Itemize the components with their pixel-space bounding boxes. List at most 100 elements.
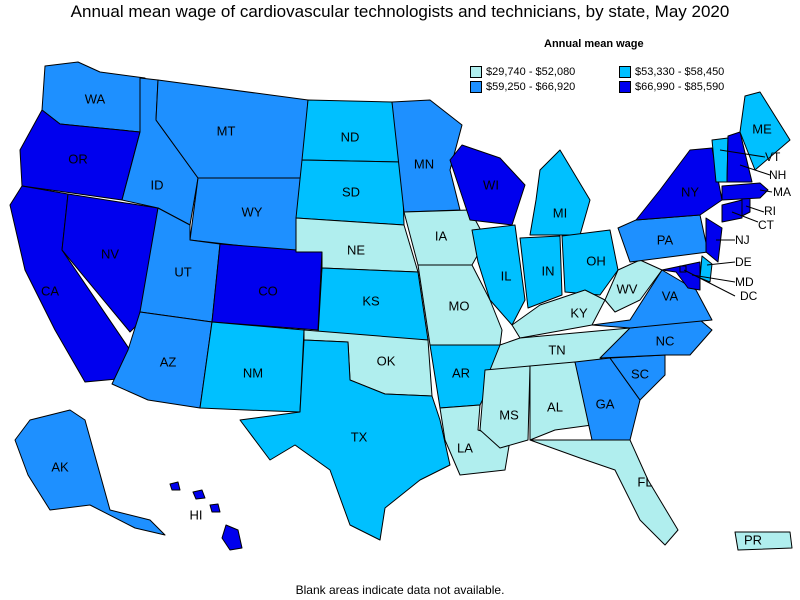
state-label-pa: PA [657,232,674,247]
legend-label: $59,250 - $66,920 [486,81,576,93]
state-va[interactable] [591,269,713,329]
state-label-nj: NJ [735,233,750,247]
state-label-de: DE [735,255,752,269]
state-hi-islands[interactable] [169,481,221,513]
legend-label: $53,330 - $58,450 [635,66,725,78]
state-nh[interactable] [726,131,753,183]
state-label-me: ME [752,121,772,136]
legend-swatch [619,66,631,78]
legend-label: $66,990 - $85,590 [635,81,725,93]
state-label-nv: NV [101,246,119,261]
state-label-nh: NH [769,168,786,182]
state-label-ga: GA [596,396,615,411]
state-label-ut: UT [174,264,191,279]
state-label-nc: NC [656,333,675,348]
state-label-md: MD [735,275,754,289]
state-label-sc: SC [631,366,649,381]
state-pr[interactable] [734,531,793,551]
state-in[interactable] [519,235,563,309]
state-me[interactable] [739,91,791,171]
state-label-ky: KY [570,305,588,320]
state-label-ms: MS [499,407,519,422]
leader-md [691,274,736,283]
state-fl[interactable] [529,439,679,546]
leader-ct [731,211,759,223]
state-ms[interactable] [479,365,531,449]
state-mi[interactable] [529,149,591,236]
legend-swatch [619,81,631,93]
legend-item-bin-1: $29,740 - $52,080 [470,66,575,78]
state-label-tn: TN [548,342,565,357]
state-label-oh: OH [586,253,606,268]
leader-vt [719,149,766,158]
leader-ma [759,189,773,193]
state-label-wy: WY [242,204,263,219]
state-pa[interactable] [617,214,709,263]
state-label-pr: PR [744,532,762,547]
state-ky[interactable] [511,289,606,339]
state-label-in: IN [542,263,555,278]
page-title: Annual mean wage of cardiovascular techn… [70,2,730,21]
state-label-vt: VT [765,150,781,164]
state-label-mo: MO [449,298,470,313]
legend-item-bin-4: $66,990 - $85,590 [619,81,724,93]
state-label-il: IL [501,268,512,283]
state-label-ok: OK [377,353,396,368]
state-label-ca: CA [41,283,59,298]
leader-nh [739,164,771,176]
state-ak[interactable] [14,409,166,536]
state-md[interactable] [661,261,701,291]
state-label-or: OR [68,151,88,166]
state-label-ri: RI [764,204,776,218]
state-label-ks: KS [362,293,380,308]
state-ga[interactable] [574,357,641,441]
state-oh[interactable] [561,229,619,296]
state-ct[interactable] [721,199,743,223]
state-label-wa: WA [85,91,106,106]
state-nj[interactable] [705,217,723,263]
state-ny[interactable] [635,147,723,221]
state-label-tx: TX [351,429,368,444]
state-label-wi: WI [483,177,499,192]
state-al[interactable] [529,361,593,441]
leader-de [706,261,736,266]
state-nm[interactable] [199,321,305,413]
state-label-ar: AR [452,365,470,380]
state-label-id: ID [151,177,164,192]
state-label-nm: NM [243,365,263,380]
leader-ri [745,205,765,213]
state-label-hi: HI [190,507,203,522]
state-hi[interactable] [221,524,243,551]
legend-swatch [470,81,482,93]
state-label-sd: SD [342,184,360,199]
state-wi[interactable] [449,144,526,226]
state-label-mt: MT [217,123,236,138]
state-label-la: LA [457,440,473,455]
state-label-va: VA [662,288,679,303]
state-label-ia: IA [435,228,448,243]
legend-title: Annual mean wage [544,38,644,50]
state-label-ny: NY [681,184,699,199]
footnote: Blank areas indicate data not available. [295,583,505,597]
state-label-al: AL [547,399,563,414]
state-la[interactable] [439,404,511,476]
state-tx[interactable] [239,339,451,541]
state-label-fl: FL [637,474,652,489]
state-label-ma: MA [773,185,791,199]
state-label-co: CO [258,283,278,298]
state-label-wv: WV [617,281,638,296]
state-label-mi: MI [553,205,567,220]
state-ma[interactable] [721,182,769,201]
legend-item-bin-3: $59,250 - $66,920 [470,81,575,93]
legend-label: $29,740 - $52,080 [486,66,576,78]
legend-swatch [470,66,482,78]
state-de[interactable] [699,255,713,283]
state-label-dc: DC [740,289,758,303]
state-label-az: AZ [160,354,177,369]
state-label-ct: CT [758,218,775,232]
state-label-ne: NE [347,242,365,257]
leader-dc [683,269,736,297]
state-label-ak: AK [51,459,69,474]
state-label-mn: MN [414,156,434,171]
